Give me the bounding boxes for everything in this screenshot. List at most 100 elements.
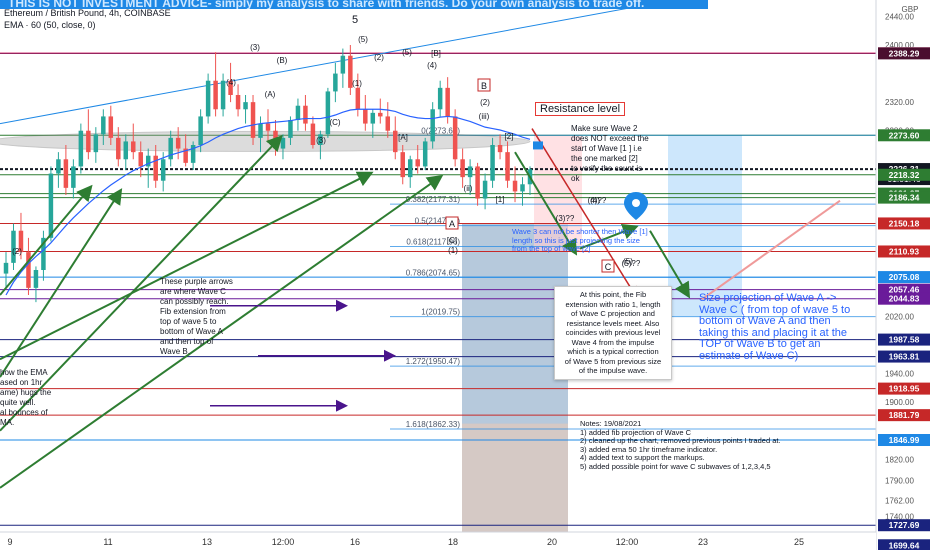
wave-label: A [449, 219, 455, 229]
price-tick: 2400.00 [885, 41, 914, 50]
candle-body [482, 180, 488, 199]
price-tag [878, 382, 930, 395]
candle-body [437, 87, 443, 110]
price-tag [878, 519, 930, 532]
size-projection-note: Size projection of Wave A -> Wave C ( fr… [699, 292, 851, 362]
candle-body [310, 123, 316, 145]
price-tick: 1790.00 [885, 477, 914, 486]
wave-label: (5)?? [622, 259, 641, 268]
time-axis [0, 532, 876, 550]
candle-body [183, 148, 188, 163]
candle-body [497, 145, 503, 153]
price-tag-label: 2075.08 [889, 272, 920, 282]
price-tag [878, 217, 930, 230]
price-tag-label: 2273.60 [889, 130, 920, 140]
candle-body [318, 134, 323, 145]
candle-body [385, 116, 391, 131]
price-tag [878, 333, 930, 346]
candle-body [505, 152, 510, 181]
price-tick: 1900.00 [885, 398, 914, 407]
candle-body [520, 184, 525, 192]
candle-body [303, 105, 308, 124]
candle-body [467, 166, 473, 178]
disclaimer-banner: THIS IS NOT INVESTMENT ADVICE- simply my… [0, 0, 708, 9]
candle-body [407, 159, 413, 178]
wave-label: (4) [590, 196, 600, 205]
time-tick: 23 [698, 537, 708, 547]
wave-label: (1) [352, 79, 362, 88]
wave-label: C [605, 262, 612, 272]
candle-body [131, 141, 136, 153]
candle-body [11, 230, 16, 263]
projection-zone-blue [462, 223, 568, 424]
candle-body [295, 105, 301, 120]
wave-label: B [481, 81, 487, 91]
ema-legend[interactable]: EMA · 60 (50, close, 0) [4, 20, 96, 30]
price-tick: 2320.00 [885, 98, 914, 107]
ema-line [5, 108, 531, 296]
candle-body [175, 137, 181, 149]
time-tick: 13 [202, 537, 212, 547]
wave2-note: Make sure Wave 2 does NOT exceed the sta… [571, 124, 649, 183]
candle-body [116, 137, 121, 160]
candle-body [93, 134, 99, 153]
price-tag [878, 168, 930, 181]
wave-label: (A) [265, 90, 276, 99]
wave-label: (3) [250, 43, 260, 52]
wave-label: (5) [358, 35, 368, 44]
price-tag-label: 2057.46 [889, 285, 920, 295]
candle-body [78, 130, 84, 167]
candle-body [363, 109, 368, 124]
candle-body [63, 159, 69, 188]
candle-body [168, 137, 173, 160]
wave-label: (C) [329, 118, 340, 127]
fib-level-label: 0.5(2147.12) [415, 217, 461, 226]
wave-label: (B) [277, 56, 288, 65]
price-tag [878, 283, 930, 296]
price-tag-label: 2044.83 [889, 294, 920, 304]
candle-body [460, 159, 465, 178]
wave-label: (2) [374, 53, 384, 62]
price-tag [878, 292, 930, 305]
pink-projection-line [701, 199, 841, 301]
price-tick: 1820.00 [885, 455, 914, 464]
candle-body [145, 155, 151, 167]
fib-level-label: 0.786(2074.65) [406, 268, 461, 277]
wave-label: [1] [496, 195, 505, 204]
wave-box [477, 78, 491, 92]
candle-body [475, 166, 480, 199]
candle-body [228, 80, 233, 95]
candle-body [86, 130, 91, 153]
wave-label: 5 [352, 14, 358, 26]
price-tag-label: 1727.69 [889, 520, 920, 530]
wave-label: (2) [480, 98, 490, 107]
wave-label: (5) [402, 48, 412, 57]
price-tag [878, 191, 930, 204]
candle-body [348, 55, 353, 88]
candle-body [258, 123, 263, 138]
price-tick: 2440.00 [885, 12, 914, 21]
candle-body [250, 102, 256, 138]
candle-body [288, 120, 293, 138]
symbol-title[interactable]: Ethereum / British Pound, 4h, COINBASE [4, 8, 171, 18]
wave-label: [B] [431, 49, 441, 58]
price-tag-label: 2218.32 [889, 170, 920, 180]
time-tick: 18 [448, 537, 458, 547]
currency-label: GBP [902, 5, 919, 14]
candle-body [265, 123, 271, 131]
wave-box [601, 259, 615, 273]
fib-level-label: 0.618(2117.96) [406, 237, 460, 246]
purple-arrow-note: These purple arrows are where Wave C can… [160, 277, 233, 356]
candle-body [393, 130, 398, 153]
price-tag-label: 2186.34 [889, 193, 920, 203]
price-tick: 1940.00 [885, 370, 914, 379]
wave-label: [2] [505, 132, 514, 141]
candle-body [340, 55, 346, 74]
candle-body [26, 252, 31, 288]
wave-label: (4) [226, 78, 236, 87]
candle-body [235, 95, 241, 110]
candle-body [280, 137, 286, 149]
wave3-note: Wave 3 can not be shorter then Wave [1] … [512, 227, 648, 253]
candle-body [490, 145, 495, 181]
